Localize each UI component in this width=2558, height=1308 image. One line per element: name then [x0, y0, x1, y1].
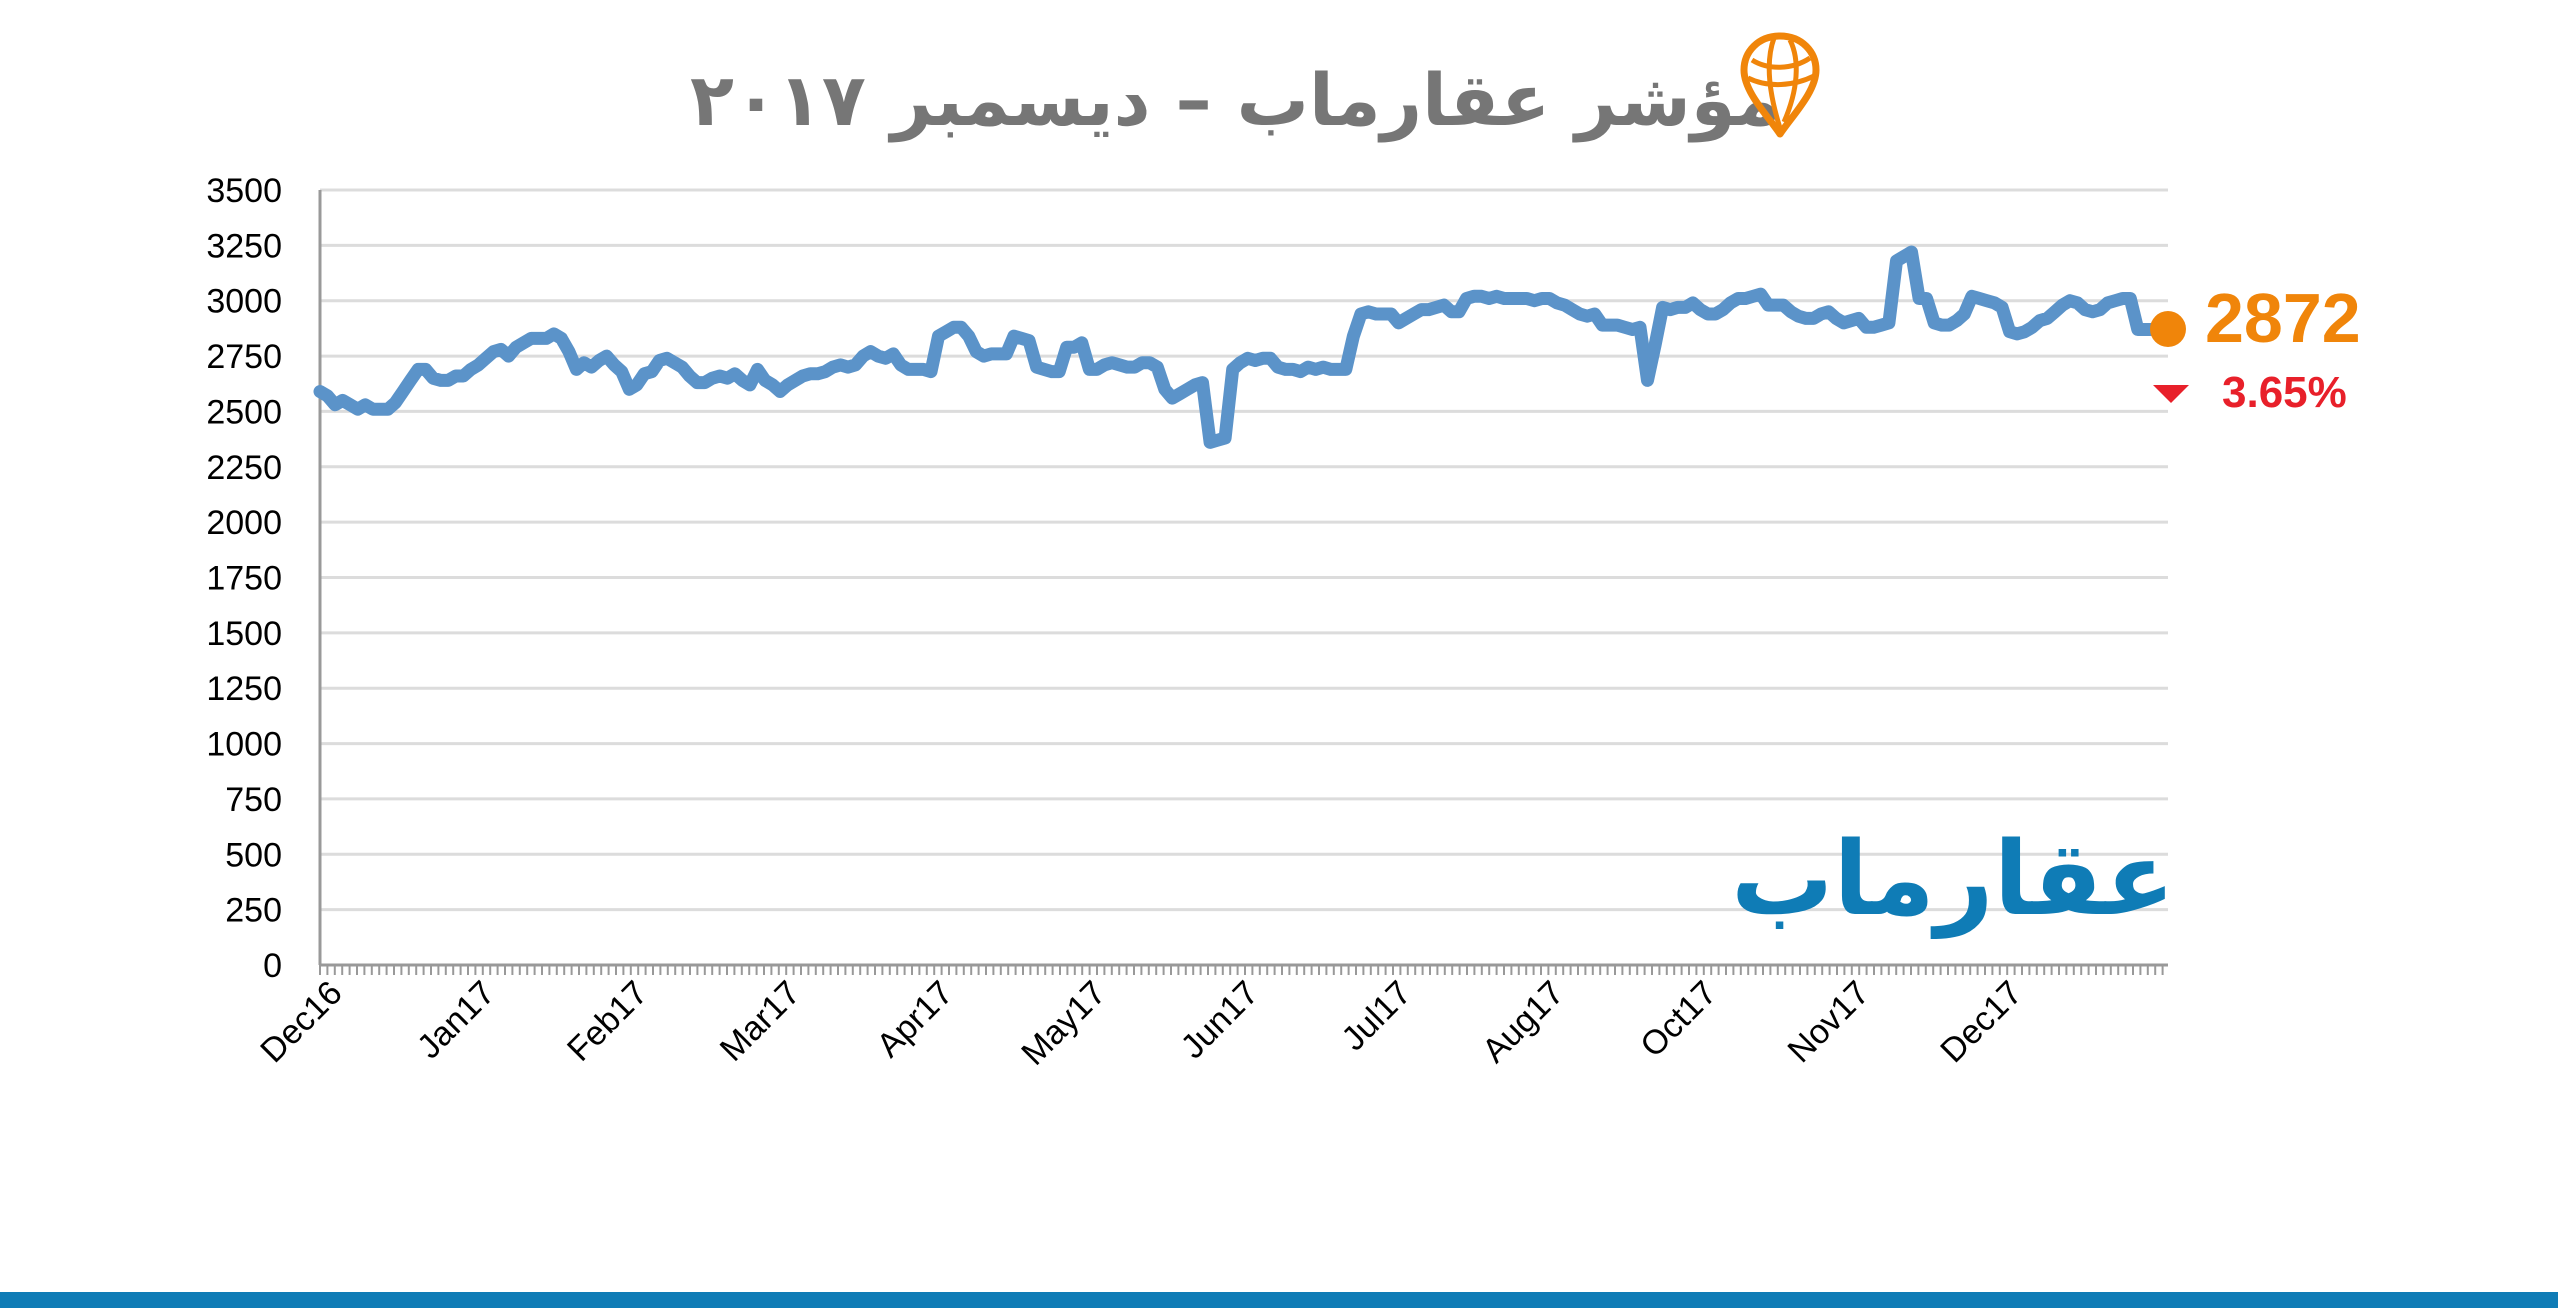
x-tick-label: Apr17: [870, 974, 961, 1065]
last-value-label: 2872: [2205, 279, 2361, 357]
down-arrow-icon: [2153, 385, 2189, 403]
brand-wordmark: عقارماب: [1730, 820, 2175, 939]
chart-title: مؤشر عقارماب – ديسمبر ٢٠١٧: [690, 58, 1781, 142]
x-tick-label: Feb17: [560, 974, 655, 1069]
x-tick-label: Jan17: [410, 974, 502, 1066]
y-tick-label: 2250: [206, 449, 282, 487]
y-tick-label: 1000: [206, 726, 282, 764]
x-tick-label: Jun17: [1174, 974, 1266, 1066]
x-tick-label: Aug17: [1475, 974, 1571, 1070]
y-tick-label: 2500: [206, 393, 282, 431]
x-tick-label: Dec16: [253, 974, 349, 1070]
y-tick-label: 250: [225, 892, 282, 930]
y-tick-label: 1250: [206, 670, 282, 708]
y-tick-label: 500: [225, 836, 282, 874]
x-tick-label: Jul17: [1334, 974, 1418, 1058]
x-tick-label: May17: [1014, 974, 1113, 1073]
y-tick-label: 1500: [206, 615, 282, 653]
x-tick-label: Nov17: [1781, 974, 1877, 1070]
x-axis-minor-ticks: [319, 965, 2164, 975]
y-tick-label: 3000: [206, 283, 282, 321]
y-axis-ticks: 0 250 500 750 1000 1250 1500 1750 2000 2250 2500 27…: [206, 172, 282, 985]
x-tick-label: Oct17: [1633, 974, 1724, 1065]
chart-title-wrap: مؤشر عقارماب – ديسمبر ٢٠١٧: [690, 58, 1781, 142]
y-tick-label: 2750: [206, 338, 282, 376]
last-value-marker: [2150, 311, 2186, 348]
y-tick-label: 2000: [206, 504, 282, 542]
y-tick-label: 3250: [206, 227, 282, 265]
series-line: [313, 245, 2175, 449]
change-percent-label: 3.65%: [2222, 368, 2347, 417]
footer-bar: [0, 1292, 2558, 1308]
x-tick-label: Dec17: [1933, 974, 2029, 1070]
y-tick-label: 1750: [206, 560, 282, 598]
y-tick-label: 750: [225, 781, 282, 819]
x-axis-ticks: Dec16 Jan17 Feb17 Mar17 Apr17 May17 Jun17 Jul17…: [253, 974, 2029, 1073]
x-tick-label: Mar17: [713, 974, 808, 1069]
y-tick-label: 3500: [206, 172, 282, 210]
pin-globe-icon: [1740, 32, 1820, 138]
y-tick-label: 0: [263, 947, 282, 985]
grid-lines: [320, 188, 2168, 912]
